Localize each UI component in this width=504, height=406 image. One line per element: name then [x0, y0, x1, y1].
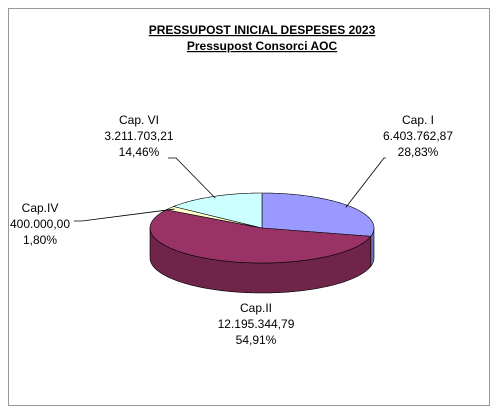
data-label: Cap.II 12.195.344,79 54,91%: [218, 301, 295, 347]
data-label: Cap. VI 3.211.703,21 14,46%: [104, 113, 174, 159]
slice: [261, 192, 375, 237]
data-label-line: 12.195.344,79: [218, 317, 295, 331]
leader-line: [345, 157, 386, 208]
data-label-line: Cap.II: [240, 301, 272, 315]
data-label-line: 54,91%: [236, 333, 277, 347]
data-label: Cap. I 6.403.762,87 28,83%: [383, 113, 453, 159]
slice: [149, 209, 372, 264]
data-label-line: 400.000,00: [10, 217, 70, 231]
data-label-line: 28,83%: [398, 145, 439, 159]
data-label-line: Cap. I: [402, 113, 434, 127]
data-label-line: 14,46%: [119, 145, 160, 159]
chart-title: PRESSUPOST INICIAL DESPESES 2023: [149, 23, 376, 37]
leader-line: [74, 208, 175, 222]
slice: [172, 192, 263, 229]
data-label: Cap.IV 400.000,00 1,80%: [10, 201, 70, 247]
data-label-line: 3.211.703,21: [104, 129, 174, 143]
chart-subtitle: Pressupost Consorci AOC: [187, 39, 338, 53]
data-label-line: Cap.IV: [22, 201, 59, 215]
data-label-line: Cap. VI: [119, 113, 159, 127]
data-label-line: 6.403.762,87: [383, 129, 453, 143]
leader-line: [168, 157, 216, 199]
data-label-line: 1,80%: [23, 233, 57, 247]
